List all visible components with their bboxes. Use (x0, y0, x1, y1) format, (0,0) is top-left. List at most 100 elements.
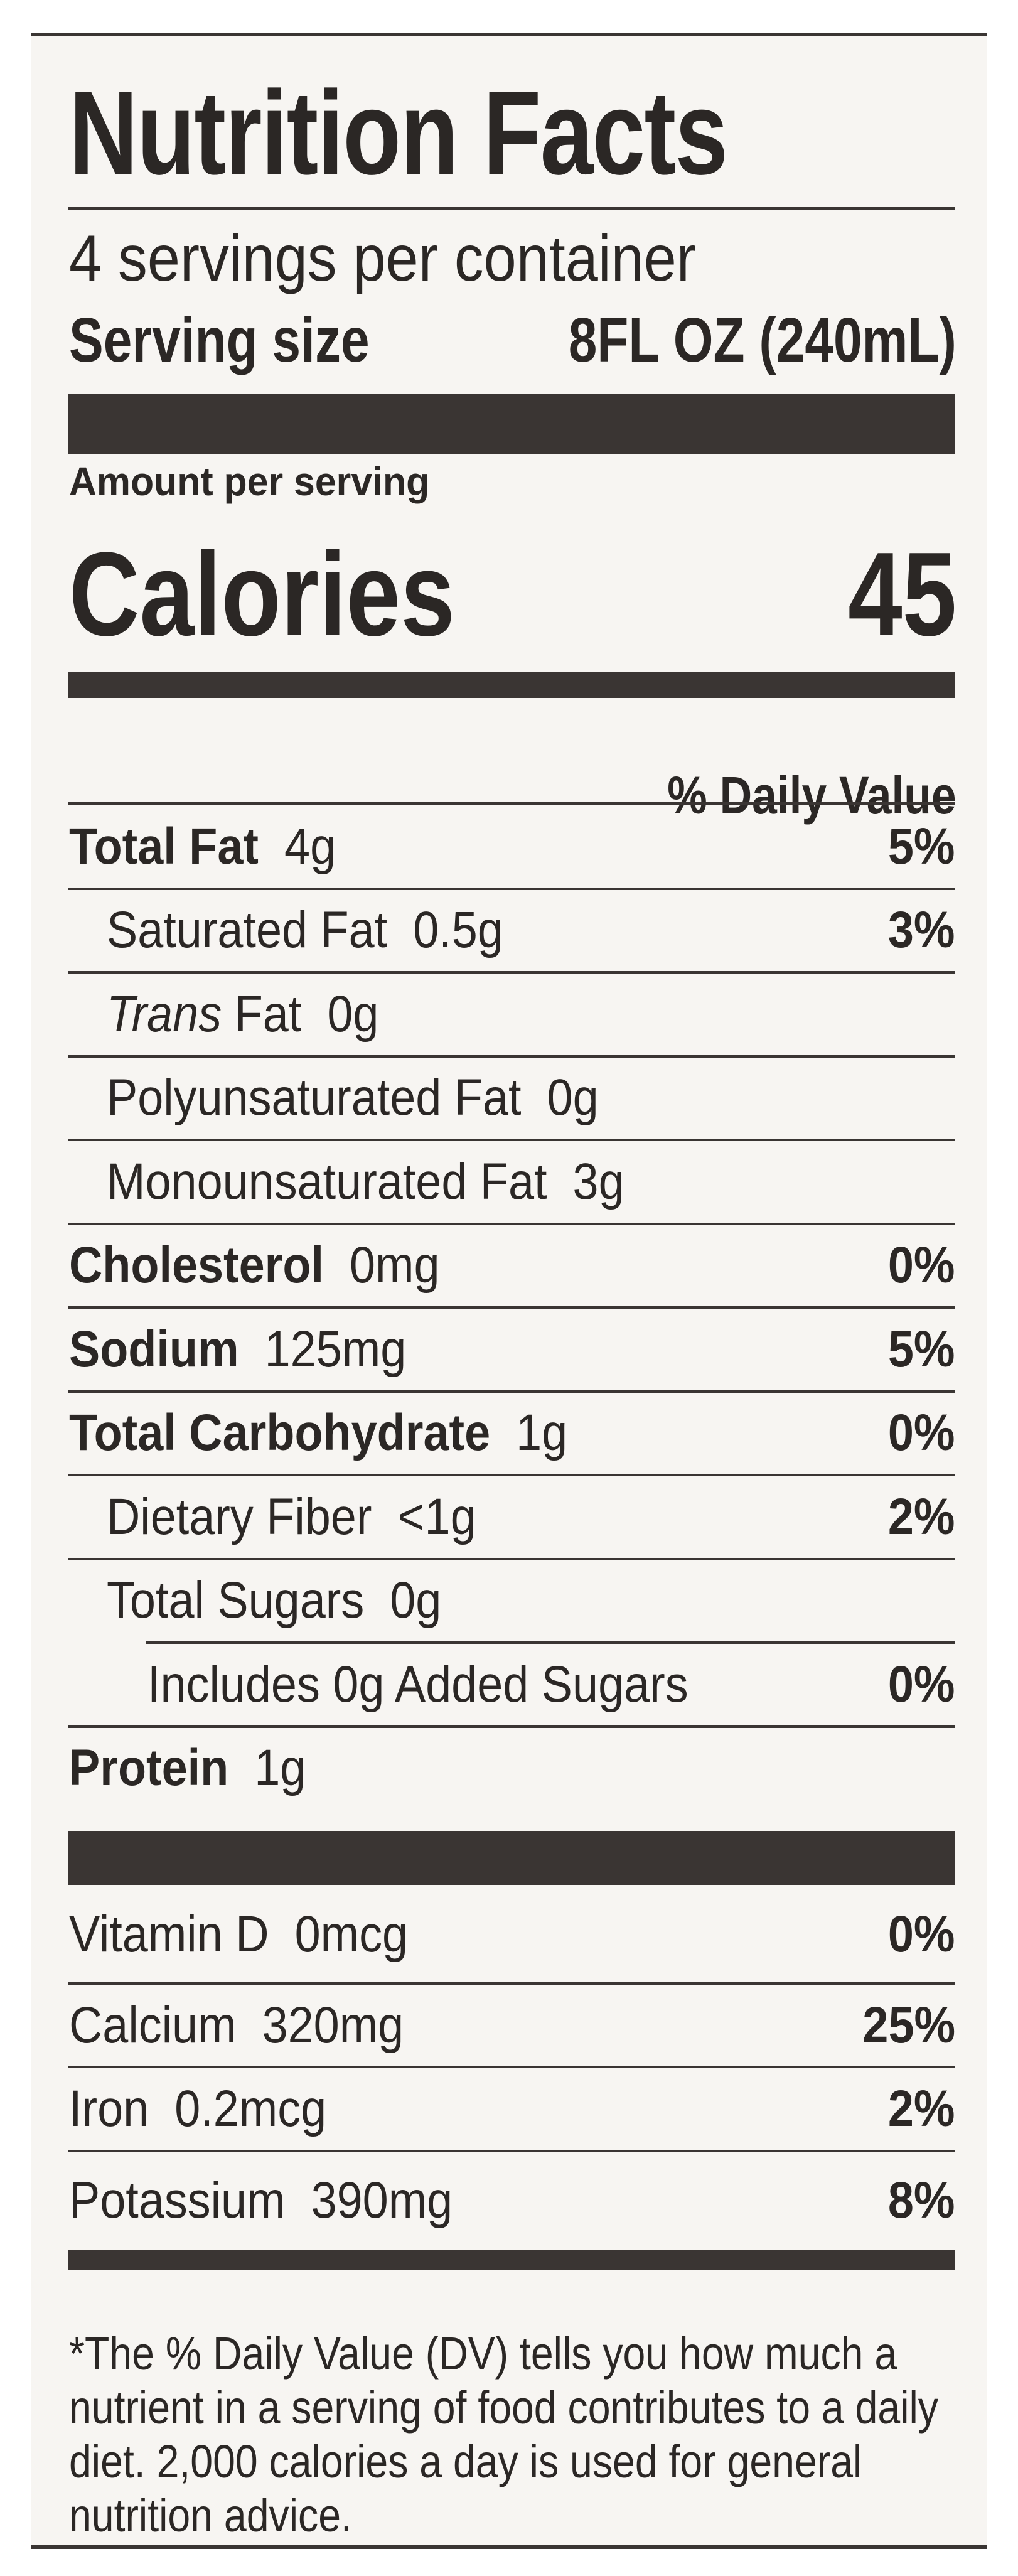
nutrient-row: Total Carbohydrate 1g 0% (68, 1392, 955, 1475)
row-divider (68, 1557, 955, 1560)
vitamin-label: Potassium 390mg (69, 2171, 453, 2230)
nutrient-name: Polyunsaturated Fat (107, 1069, 522, 1126)
serving-size-value: 8FL OZ (240mL) (568, 305, 956, 375)
nutrient-label: Trans Fat 0g (107, 985, 378, 1044)
nutrient-label: Protein 1g (69, 1739, 306, 1798)
nutrient-row: Dietary Fiber <1g 2% (68, 1475, 955, 1559)
nutrient-daily-value: 5% (888, 817, 955, 875)
nutrient-name: Dietary Fiber (107, 1488, 372, 1545)
nutrient-daily-value: 0% (888, 1237, 955, 1294)
nutrient-label: Cholesterol 0mg (69, 1236, 440, 1295)
servings-per-container: 4 servings per container (69, 224, 766, 293)
vitamin-name: Vitamin D (69, 1905, 269, 1963)
nutrient-label: Total Fat 4g (69, 817, 336, 876)
row-divider (68, 887, 955, 890)
footnote-text: *The % Daily Value (DV) tells you how mu… (69, 2327, 938, 2541)
calories-value: 45 (847, 528, 956, 661)
medium-divider (68, 2250, 955, 2270)
nutrient-amount: 1g (516, 1404, 568, 1461)
footnote: *The % Daily Value (DV) tells you how mu… (69, 2327, 956, 2543)
label-title: Nutrition Facts (69, 73, 892, 193)
serving-size-row: Serving size 8FL OZ (240mL) (69, 306, 956, 375)
nutrient-name: Cholesterol (69, 1237, 324, 1294)
nutrient-row: Cholesterol 0mg 0% (68, 1224, 955, 1307)
row-divider (68, 2066, 955, 2068)
row-divider (68, 1390, 955, 1393)
nutrient-name: Total Carbohydrate (69, 1404, 491, 1461)
row-divider (68, 1474, 955, 1476)
nutrient-amount: 125mg (264, 1320, 407, 1378)
row-divider (68, 1055, 955, 1058)
nutrient-amount: 1g (254, 1739, 306, 1796)
nutrient-label: Includes 0g Added Sugars (147, 1655, 688, 1714)
vitamin-amount: 390mg (311, 2171, 453, 2229)
vitamin-row: Iron 0.2mcg 2% (68, 2067, 955, 2151)
vitamin-name: Iron (69, 2080, 149, 2137)
nutrient-name: Includes 0g Added Sugars (147, 1655, 688, 1713)
nutrient-label: Monounsaturated Fat 3g (107, 1152, 624, 1211)
nutrient-row: Polyunsaturated Fat 0g (68, 1056, 955, 1140)
row-divider (68, 1725, 955, 1728)
nutrient-amount: <1g (397, 1488, 476, 1545)
thick-divider (68, 394, 955, 454)
vitamin-name: Potassium (69, 2171, 286, 2229)
row-divider (146, 1641, 955, 1644)
nutrient-row: Monounsaturated Fat 3g (68, 1140, 955, 1223)
vitamin-row: Potassium 390mg 8% (68, 2151, 955, 2250)
vitamin-label: Iron 0.2mcg (69, 2080, 326, 2139)
nutrient-row: Total Fat 4g 5% (68, 805, 955, 888)
row-divider (68, 2150, 955, 2152)
nutrient-amount: 0.5g (413, 901, 503, 958)
nutrient-label: Dietary Fiber <1g (107, 1488, 476, 1547)
vitamin-daily-value: 0% (888, 1905, 955, 1963)
nutrient-amount: 0g (327, 985, 379, 1043)
nutrient-label: Total Sugars 0g (107, 1571, 441, 1630)
nutrient-label: Sodium 125mg (69, 1320, 406, 1379)
nutrient-row: Protein 1g (68, 1727, 955, 1810)
daily-value-header: % Daily Value (616, 764, 956, 827)
divider (68, 207, 955, 210)
row-divider (68, 1139, 955, 1141)
nutrient-daily-value: 0% (888, 1404, 955, 1461)
amount-per-serving: Amount per serving (69, 459, 449, 503)
title-text: Nutrition Facts (69, 67, 728, 200)
nutrient-amount: 0mg (350, 1237, 440, 1294)
nutrient-label: Total Carbohydrate 1g (69, 1403, 567, 1462)
nutrient-row: Saturated Fat 0.5g 3% (68, 889, 955, 972)
nutrient-row: Trans Fat 0g (68, 972, 955, 1056)
row-divider (68, 1222, 955, 1225)
nutrient-daily-value: 0% (888, 1655, 955, 1713)
calories-row: Calories 45 (69, 532, 956, 657)
vitamin-row: Vitamin D 0mcg 0% (68, 1885, 955, 1983)
vitamin-name: Calcium (69, 1996, 237, 2054)
nutrient-name: Total Sugars (107, 1572, 365, 1629)
nutrient-name-italic: Trans (107, 985, 222, 1043)
nutrient-name: Monounsaturated Fat (107, 1152, 547, 1210)
nutrient-name: Fat (234, 985, 302, 1043)
calories-label: Calories (69, 528, 455, 661)
nutrient-row: Total Sugars 0g (68, 1559, 955, 1643)
vitamin-daily-value: 25% (862, 1996, 955, 2054)
vitamin-amount: 0mcg (294, 1905, 409, 1963)
nutrient-label: Saturated Fat 0.5g (107, 901, 503, 960)
servings-text: 4 servings per container (69, 222, 696, 295)
nutrient-name: Protein (69, 1739, 229, 1796)
nutrient-label: Polyunsaturated Fat 0g (107, 1068, 599, 1127)
vitamin-amount: 0.2mcg (174, 2080, 327, 2137)
nutrient-row: Sodium 125mg 5% (68, 1307, 955, 1391)
vitamin-row: Calcium 320mg 25% (68, 1983, 955, 2067)
medium-divider (68, 672, 955, 698)
vitamin-label: Calcium 320mg (69, 1996, 404, 2055)
nutrient-name: Sodium (69, 1320, 239, 1378)
nutrient-name: Total Fat (69, 817, 259, 875)
vitamin-amount: 320mg (262, 1996, 404, 2054)
daily-value-header-text: % Daily Value (667, 766, 956, 825)
nutrient-amount: 0g (547, 1069, 599, 1126)
nutrient-daily-value: 5% (888, 1320, 955, 1378)
row-divider (68, 1982, 955, 1985)
nutrient-amount: 0g (390, 1572, 442, 1629)
row-divider (68, 971, 955, 974)
thick-divider (68, 1831, 955, 1885)
nutrient-daily-value: 3% (888, 901, 955, 958)
nutrient-name: Saturated Fat (107, 901, 388, 958)
